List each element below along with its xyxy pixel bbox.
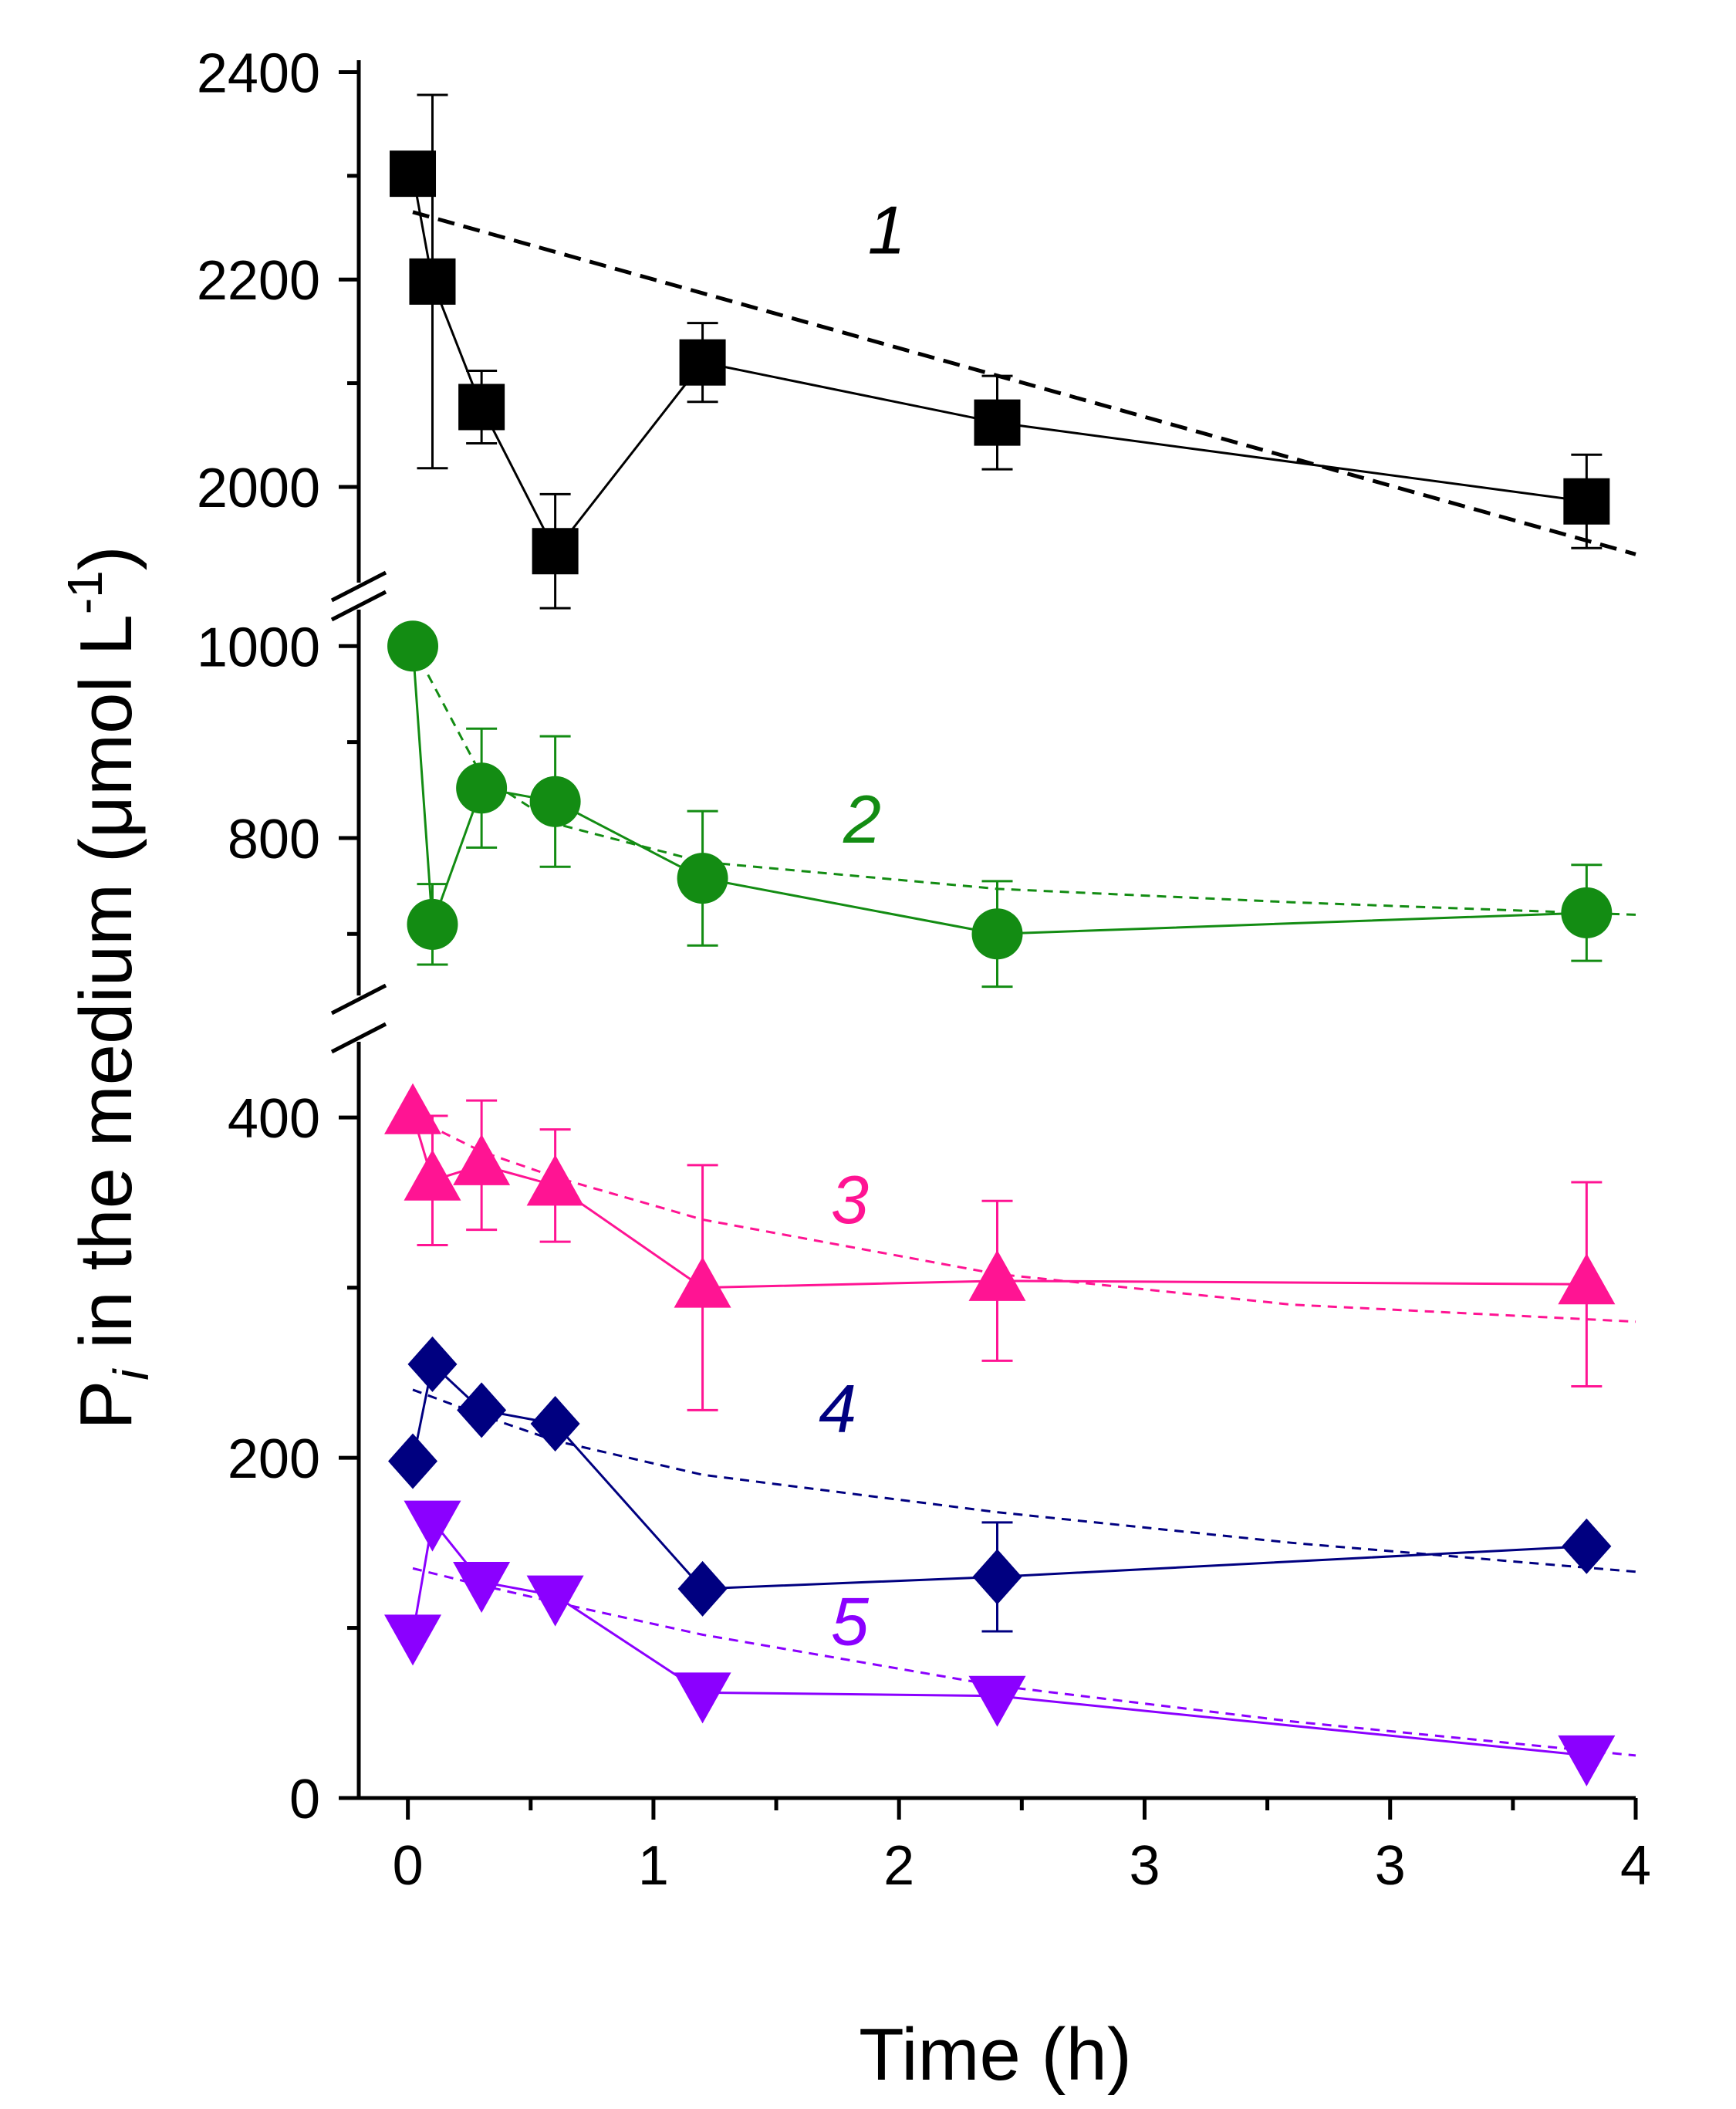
data-point-series-2 — [529, 776, 581, 827]
fit-curve-series-4 — [412, 1388, 1636, 1573]
data-points — [384, 150, 1616, 1786]
axis-break-mark — [330, 590, 387, 622]
series-label-2: 2 — [843, 781, 881, 857]
axis-break-mark — [330, 983, 387, 1016]
series-label-5: 5 — [831, 1583, 870, 1660]
x-tick-label: 1 — [638, 1835, 669, 1897]
y-tick-label: 0 — [289, 1769, 320, 1830]
axis-break-mark — [330, 1022, 387, 1054]
data-point-series-1 — [679, 339, 726, 386]
y-tick-label: 2000 — [197, 458, 320, 519]
y-tick-label: 800 — [228, 809, 320, 870]
data-line-series-2 — [411, 646, 1587, 935]
data-point-series-1 — [390, 150, 437, 198]
fit-curves — [411, 210, 1636, 1757]
data-point-series-1 — [1563, 478, 1610, 525]
data-line-series-1 — [411, 173, 1587, 554]
data-point-series-3 — [526, 1154, 584, 1206]
y-axis-title: Pi in the medium (μmol L-1) — [57, 546, 159, 1429]
data-point-series-5 — [526, 1575, 584, 1627]
data-point-series-5 — [674, 1672, 731, 1724]
fit-curve-series-5 — [412, 1567, 1636, 1757]
data-point-series-1 — [532, 528, 579, 575]
data-point-series-4 — [972, 1549, 1022, 1605]
axes: 0 200 400 800 1000 2000 2200 2400 0 1 2 3 3 4 — [197, 42, 1651, 1897]
data-point-series-3 — [968, 1249, 1026, 1301]
data-point-series-2 — [971, 908, 1023, 960]
data-point-series-3 — [404, 1149, 461, 1201]
y-tick-label: 200 — [228, 1428, 320, 1490]
data-point-series-2 — [1561, 887, 1613, 938]
data-point-series-3 — [384, 1083, 442, 1134]
x-axis-title: Time (h) — [859, 2013, 1132, 2096]
data-point-series-2 — [387, 620, 439, 672]
y-tick-label: 400 — [228, 1088, 320, 1150]
data-point-series-5 — [404, 1500, 461, 1552]
fit-curve-series-1 — [412, 210, 1636, 556]
fit-curve-series-2 — [411, 645, 1636, 916]
series-label-3: 3 — [831, 1161, 869, 1238]
data-point-series-1 — [409, 258, 456, 305]
data-point-series-4 — [457, 1382, 507, 1438]
data-point-series-2 — [407, 898, 458, 950]
x-tick-label: 3 — [1129, 1835, 1160, 1897]
y-tick-label: 2400 — [197, 42, 320, 104]
data-point-series-5 — [1558, 1735, 1616, 1786]
series-label-4: 4 — [819, 1371, 856, 1447]
x-tick-label: 4 — [1620, 1835, 1651, 1897]
data-point-series-3 — [1558, 1253, 1616, 1305]
x-tick-label: 3 — [1375, 1835, 1406, 1897]
data-point-series-2 — [456, 762, 508, 814]
axis-break-mark — [330, 570, 387, 603]
data-point-series-5 — [968, 1675, 1026, 1727]
data-point-series-5 — [453, 1562, 511, 1614]
data-point-series-4 — [530, 1396, 580, 1452]
data-point-series-3 — [453, 1134, 511, 1185]
data-point-series-4 — [1562, 1518, 1612, 1574]
error-bars — [417, 93, 1603, 1633]
y-tick-label: 2200 — [197, 250, 320, 312]
data-point-series-3 — [674, 1256, 731, 1308]
y-tick-label: 1000 — [197, 617, 320, 678]
data-point-series-4 — [388, 1433, 438, 1489]
data-point-series-5 — [384, 1614, 442, 1666]
series-labels: 1 2 3 4 5 — [819, 192, 906, 1660]
x-tick-label: 0 — [393, 1835, 424, 1897]
data-point-series-4 — [407, 1336, 458, 1392]
series-label-1: 1 — [868, 192, 906, 269]
x-tick-label: 2 — [883, 1835, 914, 1897]
data-point-series-1 — [974, 399, 1021, 446]
fit-curve-series-3 — [412, 1116, 1636, 1323]
data-point-series-4 — [677, 1560, 728, 1617]
data-point-series-2 — [677, 853, 728, 904]
data-point-series-1 — [458, 384, 505, 431]
